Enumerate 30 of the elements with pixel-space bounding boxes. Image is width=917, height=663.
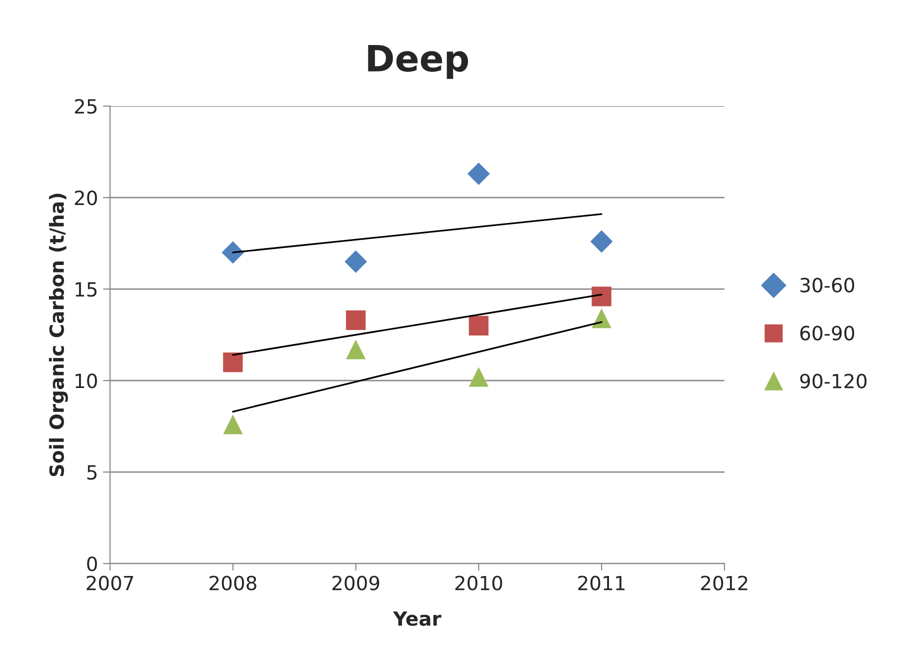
legend-label: 60-90 — [800, 326, 854, 340]
point — [222, 241, 244, 264]
legend-label: 90-120 — [800, 374, 867, 388]
y-tick-label: 0 — [87, 556, 97, 572]
point — [468, 316, 488, 336]
x-tick-label: 2009 — [332, 576, 380, 590]
legend-label: 30-60 — [800, 278, 854, 292]
y-tick-label: 15 — [76, 282, 97, 297]
point — [344, 250, 367, 273]
x-tick-label: 2008 — [210, 576, 256, 590]
point — [346, 340, 366, 360]
x-tick-label: 2007 — [86, 576, 134, 590]
y-tick-label: 10 — [76, 374, 97, 388]
point — [592, 308, 612, 328]
point — [467, 162, 490, 185]
point — [590, 230, 613, 253]
y-tick-label: 5 — [87, 465, 97, 480]
point — [223, 414, 243, 434]
point — [592, 286, 612, 306]
x-tick-label: 2012 — [701, 576, 748, 590]
x-tick-label: 2010 — [455, 576, 502, 590]
y-tick-label: 25 — [74, 99, 97, 114]
point — [223, 352, 243, 372]
point — [468, 367, 488, 387]
y-tick-label: 20 — [74, 190, 97, 206]
chart-title: Deep — [368, 45, 468, 79]
x-axis-title: Year — [392, 611, 442, 626]
x-tick-label: 2011 — [578, 576, 624, 590]
point — [346, 310, 366, 330]
y-axis-title: Soil Organic Carbon (t/ha) — [48, 194, 68, 476]
